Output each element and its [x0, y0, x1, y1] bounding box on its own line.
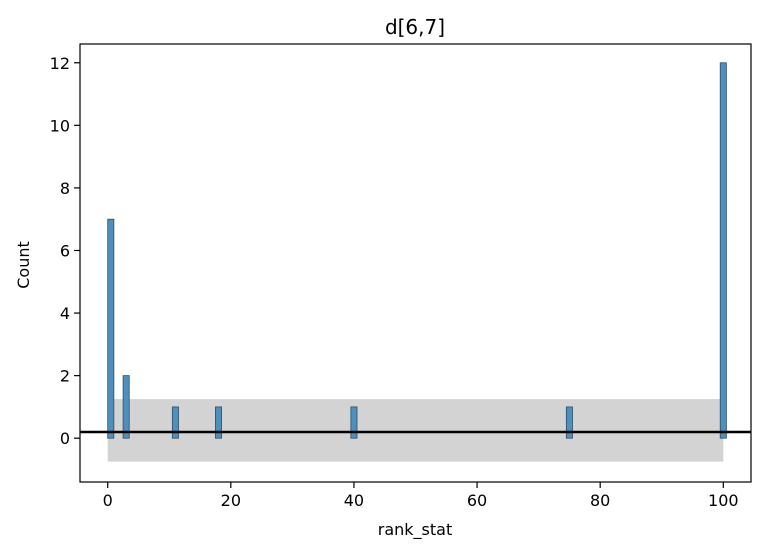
histogram-bar: [107, 218, 115, 439]
x-axis-label: rank_stat: [378, 520, 452, 540]
y-tick-label: 12: [50, 54, 70, 73]
histogram-bar: [719, 62, 727, 439]
y-tick-label: 2: [60, 367, 70, 386]
x-tick-label: 80: [590, 491, 610, 510]
histogram-bar: [215, 406, 222, 439]
y-tick-label: 4: [60, 304, 70, 323]
x-tick-label: 40: [344, 491, 364, 510]
x-tick-label: 0: [103, 491, 113, 510]
y-tick-label: 6: [60, 241, 70, 260]
y-tick-label: 0: [60, 429, 70, 448]
x-tick-label: 20: [221, 491, 241, 510]
chart-title: d[6,7]: [385, 15, 445, 39]
x-tick-label: 60: [467, 491, 487, 510]
x-tick-label: 100: [708, 491, 739, 510]
histogram-bar: [122, 375, 130, 439]
confidence-band: [107, 399, 724, 462]
plot-area: 0 20 40 60 80 100 0 2 4 6 8 10 12: [50, 43, 752, 510]
histogram-bar: [171, 406, 179, 439]
y-tick-label: 10: [50, 116, 70, 135]
histogram-bar: [565, 406, 573, 439]
y-tick-label: 8: [60, 179, 70, 198]
y-axis-label: Count: [14, 241, 33, 289]
histogram-bar: [350, 406, 358, 439]
plot-frame: [79, 43, 752, 483]
